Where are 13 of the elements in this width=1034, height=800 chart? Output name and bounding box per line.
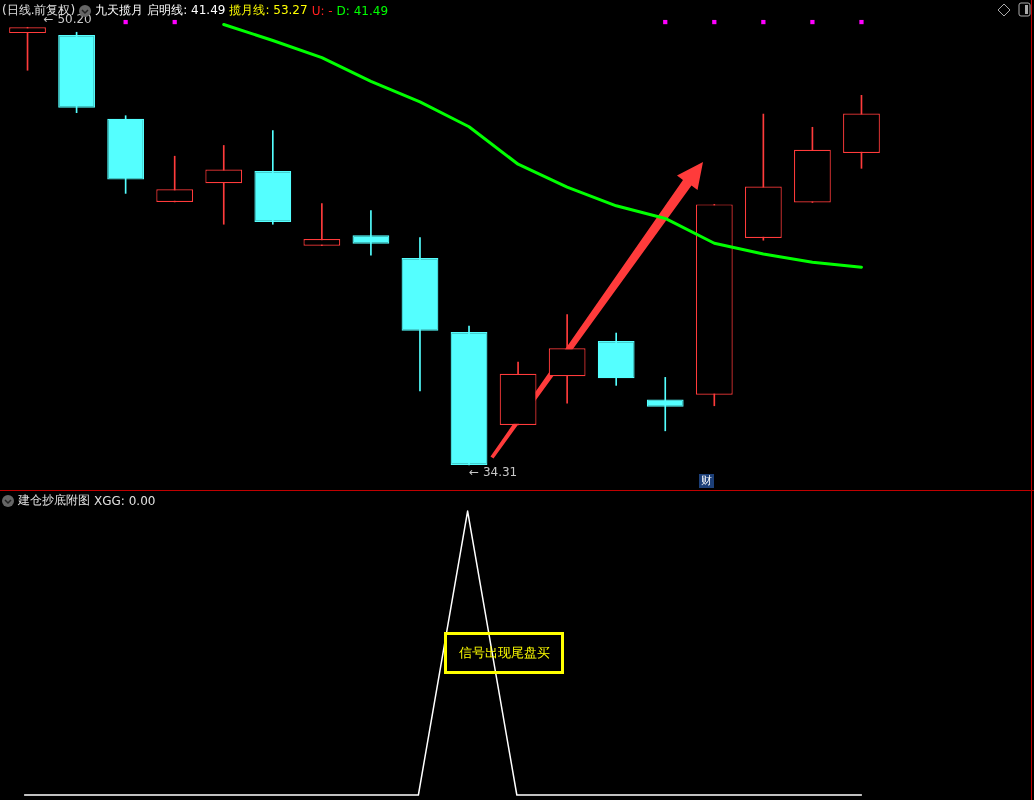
chart-subtitle: 九天揽月 (95, 2, 144, 19)
text: 财 (699, 474, 714, 488)
text: U: - (311, 3, 333, 18)
text: 启明线: 41.49 (147, 2, 226, 19)
text: XGG: 0.00 (94, 493, 156, 508)
candlestick (205, 145, 243, 225)
candlestick (352, 210, 390, 256)
candlestick (646, 377, 684, 432)
text: D: 41.49 (336, 3, 389, 18)
annotation: ← 34.31 (469, 465, 518, 480)
text: 揽月线: 53.27 (229, 2, 308, 19)
chart-title: 建仓抄底附图 (18, 492, 90, 509)
candlestick (303, 203, 341, 247)
